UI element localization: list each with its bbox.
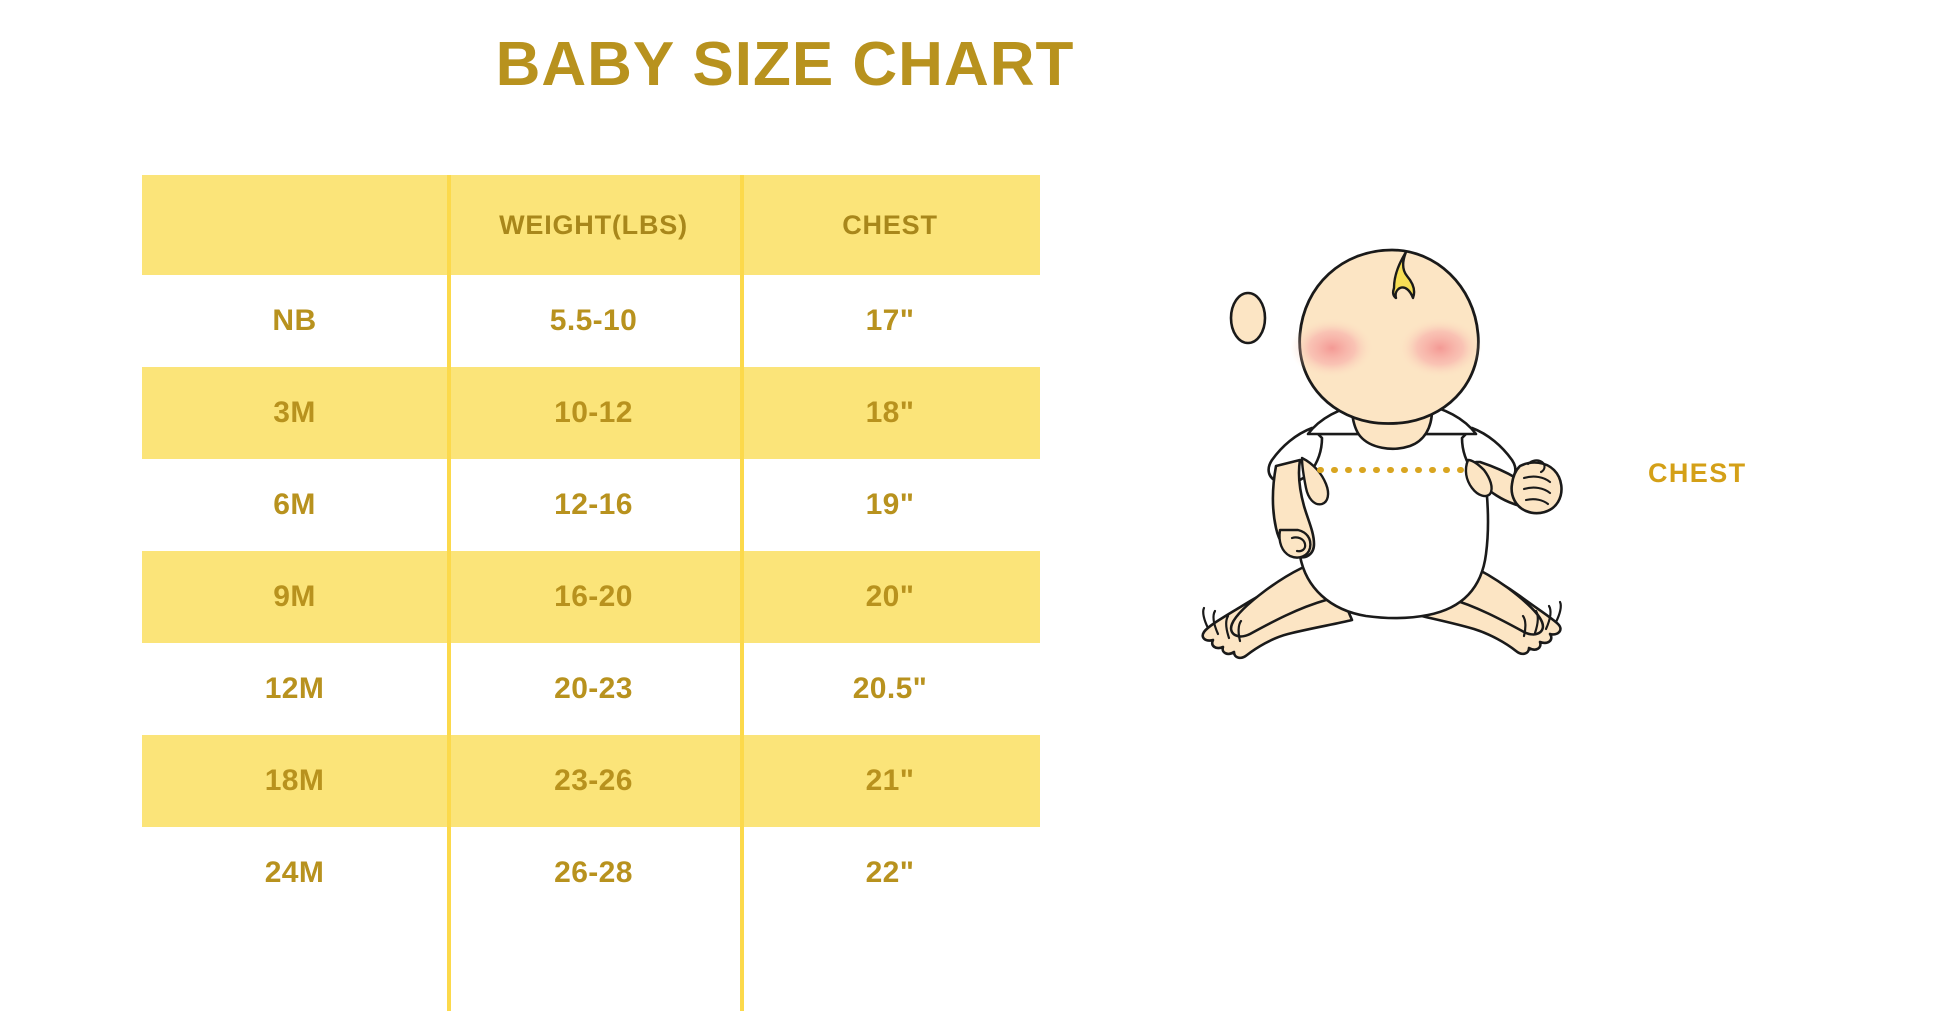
table-header-row: WEIGHT(LBS) CHEST bbox=[142, 175, 1040, 275]
cell-size: 3M bbox=[273, 396, 316, 429]
cell-weight: 12-16 bbox=[554, 488, 633, 521]
cell-size: 18M bbox=[264, 764, 325, 797]
cell-chest: 17" bbox=[865, 304, 915, 337]
table-row: 12M 20-23 20.5" bbox=[142, 643, 1040, 735]
column-divider-2 bbox=[740, 175, 744, 1011]
chest-label: CHEST bbox=[1648, 458, 1747, 488]
table-row: 6M 12-16 19" bbox=[142, 459, 1040, 551]
cell-size: 9M bbox=[273, 580, 316, 613]
table-row: 9M 16-20 20" bbox=[142, 551, 1040, 643]
page-title: BABY SIZE CHART bbox=[495, 30, 1075, 99]
cell-chest: 18" bbox=[865, 396, 915, 429]
cell-chest: 19" bbox=[865, 488, 915, 521]
cell-chest: 21" bbox=[865, 764, 915, 797]
left-cheek bbox=[1290, 318, 1374, 378]
cell-chest: 22" bbox=[865, 856, 915, 889]
left-arm bbox=[1271, 456, 1330, 559]
right-arm bbox=[1464, 458, 1563, 515]
cell-weight: 26-28 bbox=[554, 856, 633, 889]
column-divider-1 bbox=[447, 175, 451, 1011]
table-row: 18M 23-26 21" bbox=[142, 735, 1040, 827]
hair-curl-icon bbox=[1391, 250, 1416, 300]
cell-weight: 5.5-10 bbox=[549, 304, 638, 337]
cell-weight: 16-20 bbox=[554, 580, 633, 613]
right-cheek bbox=[1398, 318, 1482, 378]
table-row: NB 5.5-10 17" bbox=[142, 275, 1040, 367]
cell-size: 6M bbox=[273, 488, 316, 521]
cell-size: NB bbox=[272, 304, 317, 337]
cell-size: 12M bbox=[264, 672, 325, 705]
baby-svg bbox=[1201, 248, 1563, 660]
cell-weight: 20-23 bbox=[554, 672, 633, 705]
cell-chest: 20.5" bbox=[852, 672, 928, 705]
table-row: 3M 10-12 18" bbox=[142, 367, 1040, 459]
table-row: 24M 26-28 22" bbox=[142, 827, 1040, 919]
cell-chest: 20" bbox=[865, 580, 915, 613]
cell-size: 24M bbox=[264, 856, 325, 889]
table-header-weight: WEIGHT(LBS) bbox=[499, 209, 688, 240]
baby-size-table: WEIGHT(LBS) CHEST NB 5.5-10 17" 3M 10-12… bbox=[142, 175, 1040, 1011]
cell-weight: 10-12 bbox=[554, 396, 633, 429]
head bbox=[1290, 248, 1482, 425]
baby-illustration bbox=[1180, 238, 1600, 668]
cell-weight: 23-26 bbox=[554, 764, 633, 797]
table-header-chest: CHEST bbox=[842, 209, 938, 240]
